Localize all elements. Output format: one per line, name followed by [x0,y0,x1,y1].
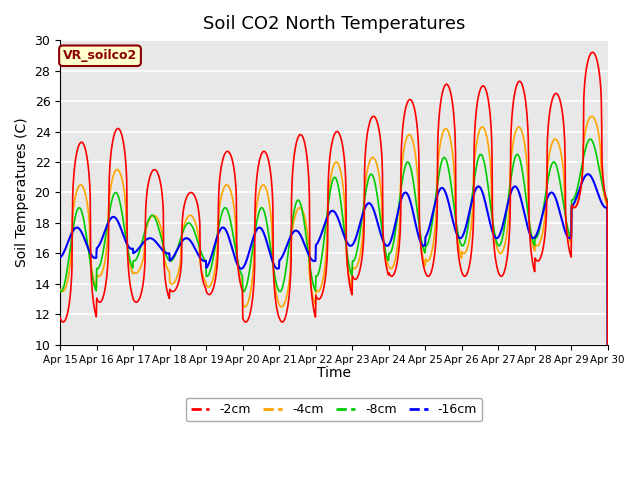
Title: Soil CO2 North Temperatures: Soil CO2 North Temperatures [203,15,465,33]
Y-axis label: Soil Temperatures (C): Soil Temperatures (C) [15,118,29,267]
X-axis label: Time: Time [317,366,351,380]
Legend: -2cm, -4cm, -8cm, -16cm: -2cm, -4cm, -8cm, -16cm [186,398,482,421]
Text: VR_soilco2: VR_soilco2 [63,49,137,62]
